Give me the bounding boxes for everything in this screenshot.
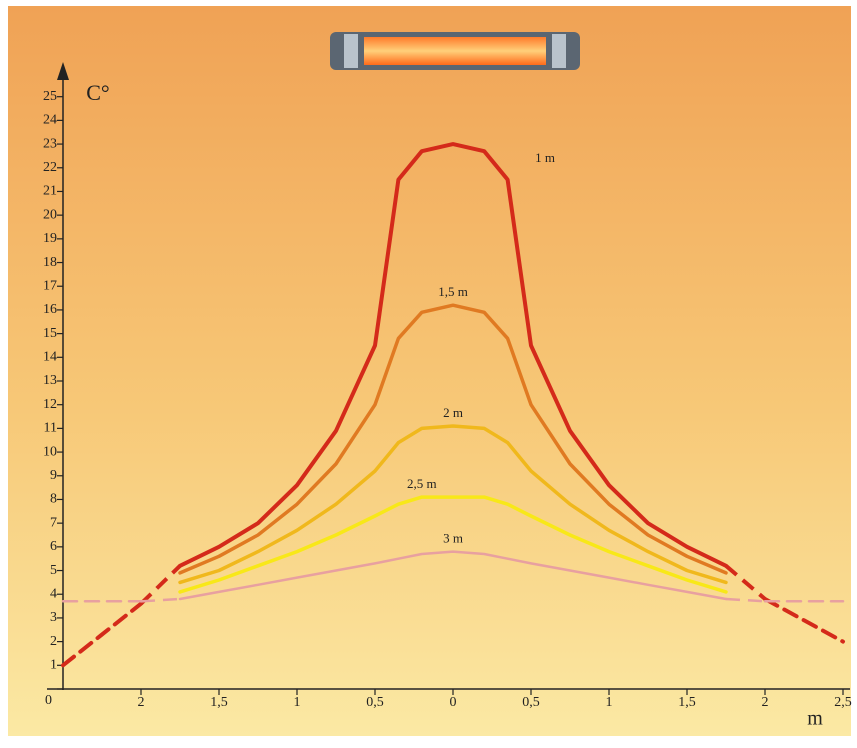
y-tick-label: 10 [43,444,57,459]
y-tick-label: 17 [43,278,57,293]
line-series [178,303,728,575]
y-tick-label: 16 [43,302,57,317]
y-tick-label: 14 [43,350,57,365]
x-tick-label: 0,5 [366,695,384,710]
y-tick-label: 20 [43,207,57,222]
line-series [178,495,728,594]
x-axis-label: m [807,708,823,730]
background [8,6,851,736]
y-tick-label: 22 [43,160,57,175]
y-tick-label: 7 [50,515,57,530]
x-tick-label: 2 [138,695,145,710]
y-tick-label: 21 [43,184,57,199]
y-tick-label: 5 [50,563,57,578]
x-tick-label: 1 [606,695,613,710]
x-tick-label: 2,5 [834,695,852,710]
x-tick-label: 0,5 [522,695,540,710]
line-connector [140,597,181,603]
series-label: 3 m [443,531,463,546]
x-tick-label: 2 [762,695,769,710]
line-connector [139,564,182,606]
heater-icon [330,32,580,70]
line-series [178,142,728,568]
y-tick-label: 2 [50,634,57,649]
series-label: 2,5 m [407,476,437,491]
series-label: 2 m [443,405,463,420]
x-tick-label: 0 [450,695,457,710]
y-tick-label: 24 [43,113,57,128]
y-tick-label: 4 [50,586,57,601]
y-tick-label: 19 [43,231,57,246]
y-tick-label: 6 [50,539,57,554]
line-series [763,597,845,644]
y-axis-arrow [57,62,69,80]
y-tick-label: 18 [43,255,57,270]
y-tick-label: 11 [44,421,57,436]
x-tick-label: 1,5 [210,695,228,710]
y-tick-label: 13 [43,373,57,388]
y-tick-label: 25 [43,89,57,104]
y-tick-label: 9 [50,468,57,483]
line-connector [724,564,767,601]
y-tick-label: 12 [43,397,57,412]
line-series [178,550,728,601]
x-tick-label: 1,5 [678,695,696,710]
y-tick-label: 8 [50,492,57,507]
y-tick-label: 1 [50,658,57,673]
line-connector [725,597,766,603]
y-tick-label: 3 [50,610,57,625]
line-series [61,601,143,668]
series-label: 1 m [535,150,555,165]
x-tick-label: 1 [294,695,301,710]
y-tick-label: 15 [43,326,57,341]
y-tick-label: 0 [45,693,52,708]
series-label: 1,5 m [438,284,468,299]
y-tick-label: 23 [43,136,57,151]
line-series [178,424,728,585]
y-axis-label: C° [86,80,109,105]
